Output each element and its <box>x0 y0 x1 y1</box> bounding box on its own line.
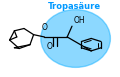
Text: O: O <box>42 23 47 32</box>
Ellipse shape <box>41 10 110 67</box>
Text: O: O <box>47 42 53 51</box>
Text: OH: OH <box>73 16 85 25</box>
Text: Tropasäure: Tropasäure <box>48 2 101 11</box>
